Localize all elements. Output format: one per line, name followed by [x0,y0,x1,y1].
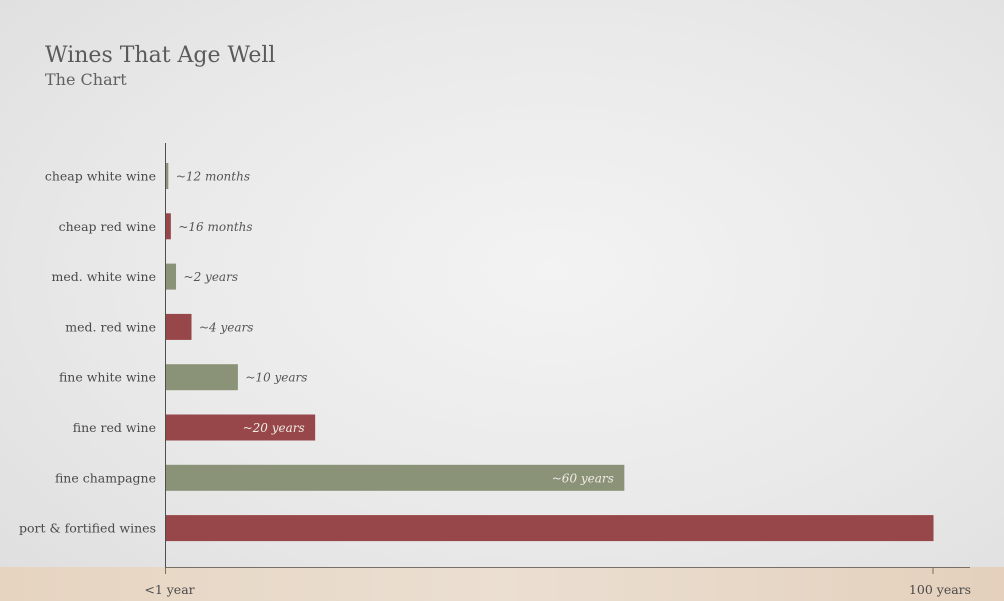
value-label-7: ~60 years [552,471,614,485]
category-label-3: med. white wine [52,269,157,284]
category-label-8: port & fortified wines [19,521,156,536]
value-label-3: ~2 years [184,270,238,284]
bar-1 [166,163,169,189]
bar-8 [166,515,934,542]
category-label-7: fine champagne [55,470,156,485]
bar-4 [166,313,192,340]
chart-titles: Wines That Age Well The Chart [45,42,275,90]
category-label-1: cheap white wine [45,169,156,184]
footer-band [0,567,1004,601]
bar-2 [166,213,171,240]
category-label-2: cheap red wine [59,219,156,234]
x-tick-label-max: 100 years [909,582,971,597]
category-label-5: fine white wine [59,370,156,385]
chart-subtitle: The Chart [45,70,127,89]
value-label-4: ~4 years [199,320,253,334]
bar-7 [166,464,625,491]
value-label-6: ~20 years [243,421,305,435]
bar-3 [166,263,177,290]
category-label-4: med. red wine [65,319,156,334]
bar-6 [166,414,316,441]
value-label-2: ~16 months [178,220,252,234]
value-label-5: ~10 years [245,371,307,385]
x-tick-label-min: <1 year [144,582,194,597]
category-label-6: fine red wine [73,420,156,435]
bar-5 [166,364,238,391]
chart-title: Wines That Age Well [45,43,276,68]
value-label-1: ~12 months [176,170,250,184]
